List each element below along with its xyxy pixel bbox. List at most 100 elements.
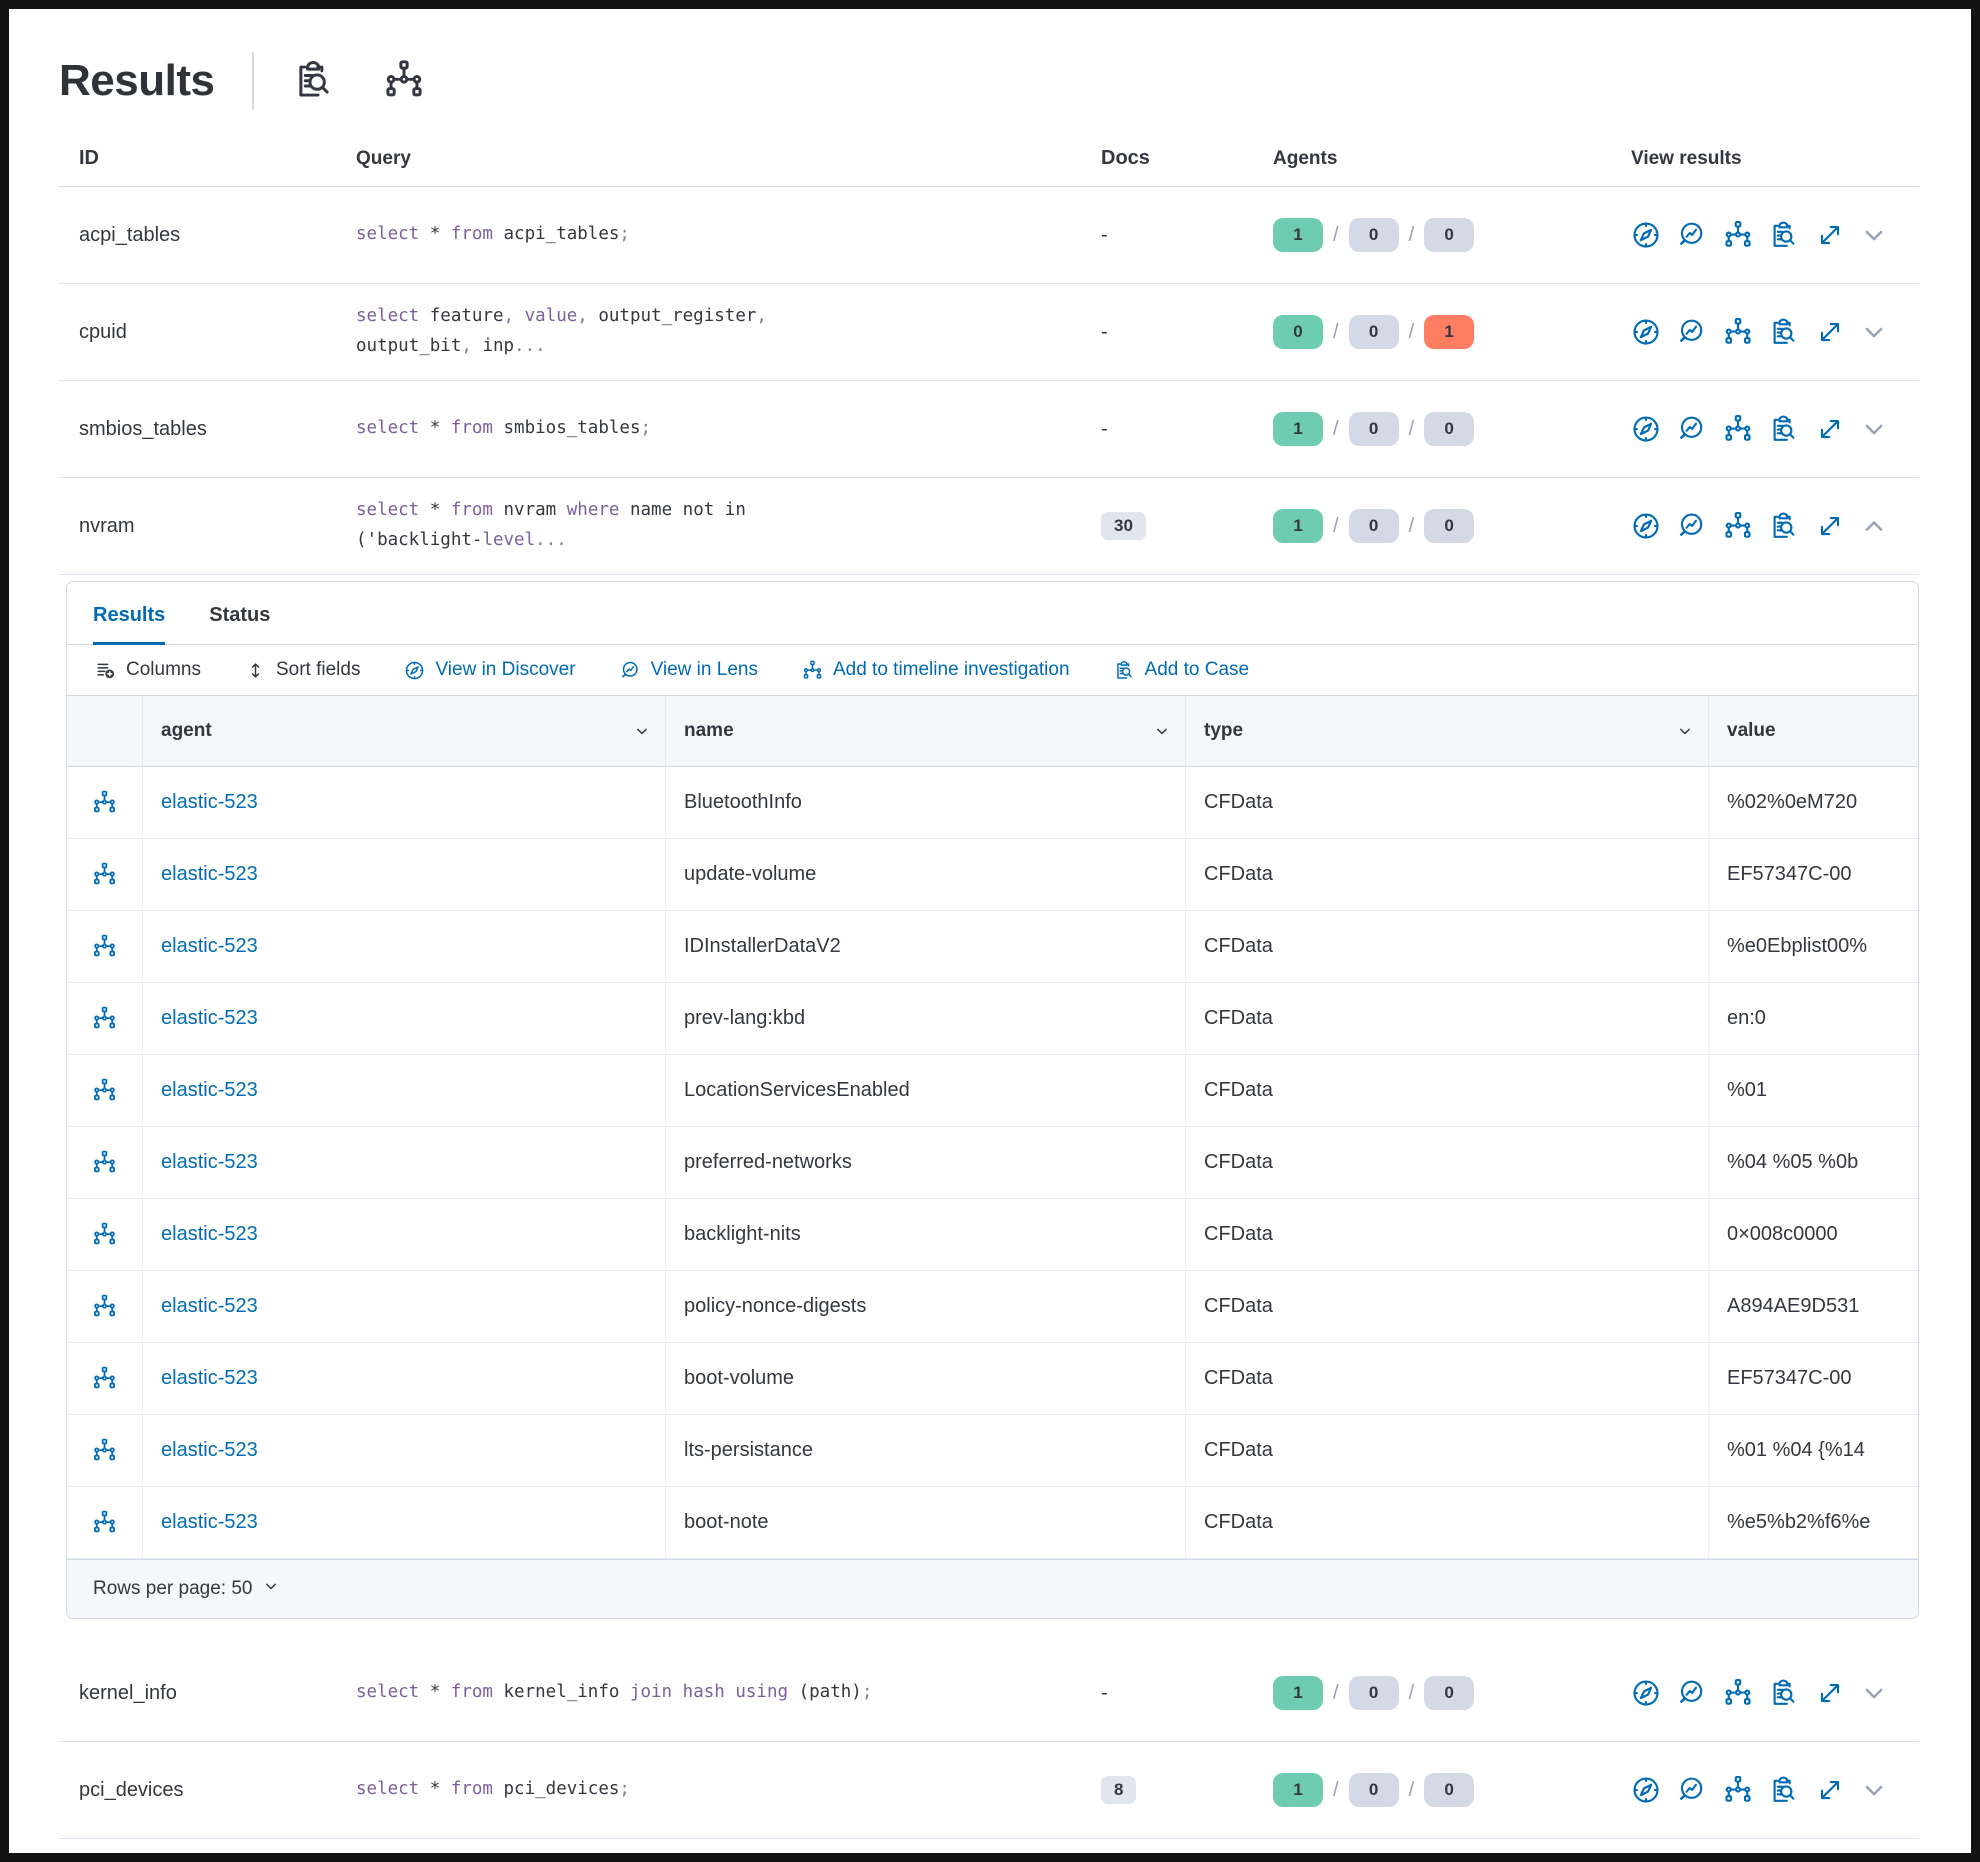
agent-link[interactable]: elastic-523 [161, 863, 258, 885]
add-to-case-icon[interactable] [1769, 511, 1799, 541]
agent-count-badge-success: 1 [1273, 412, 1323, 446]
row-timeline-icon[interactable] [67, 767, 143, 838]
agent-link[interactable]: elastic-523 [161, 935, 258, 957]
grid-column-type[interactable]: type [1186, 696, 1709, 766]
columns-button[interactable]: Columns [95, 659, 201, 681]
sql-query-text: select * from pci_devices; [356, 1779, 630, 1800]
add-to-timeline-icon[interactable] [1723, 220, 1753, 250]
agents-cell: 1 / 0 / 0 [1261, 509, 1561, 543]
toolbar-item-label: View in Lens [650, 659, 758, 680]
add-to-case-icon[interactable] [1769, 1775, 1799, 1805]
add-to-timeline-icon[interactable] [1723, 1678, 1753, 1708]
agent-link[interactable]: elastic-523 [161, 1511, 258, 1533]
expand-results-icon[interactable] [1815, 1678, 1845, 1708]
docs-cell: - [1101, 1681, 1108, 1704]
type-cell: CFData [1186, 983, 1709, 1054]
view-in-discover-icon[interactable] [1631, 1678, 1661, 1708]
toggle-expand-chevron-down-icon[interactable] [1859, 1678, 1889, 1708]
name-cell: BluetoothInfo [666, 767, 1186, 838]
agent-link[interactable]: elastic-523 [161, 1007, 258, 1029]
toggle-expand-chevron-down-icon[interactable] [1859, 1775, 1889, 1805]
view-in-lens-icon[interactable] [1677, 1678, 1707, 1708]
toolbar-item-label: Add to Case [1144, 659, 1250, 680]
view-in-discover-icon[interactable] [1631, 220, 1661, 250]
inspect-icon[interactable] [292, 59, 336, 103]
type-cell: CFData [1186, 1199, 1709, 1270]
timeline-icon[interactable] [382, 59, 426, 103]
toolbar-item-label: Sort fields [275, 659, 361, 680]
agents-separator: / [1333, 417, 1339, 440]
sort-fields-button[interactable]: Sort fields [245, 659, 360, 681]
view-in-lens-icon[interactable] [1677, 414, 1707, 444]
agent-count-badge-neutral: 0 [1348, 1676, 1399, 1710]
grid-column-control [67, 696, 143, 766]
agent-link[interactable]: elastic-523 [161, 1439, 258, 1461]
column-header-query: Query [356, 147, 411, 169]
expand-results-icon[interactable] [1815, 220, 1845, 250]
row-timeline-icon[interactable] [67, 983, 143, 1054]
toggle-expand-chevron-down-icon[interactable] [1859, 317, 1889, 347]
agent-link[interactable]: elastic-523 [161, 1223, 258, 1245]
agent-link[interactable]: elastic-523 [161, 1151, 258, 1173]
view-in-lens-icon[interactable] [1677, 317, 1707, 347]
agent-link[interactable]: elastic-523 [161, 791, 258, 813]
expand-results-icon[interactable] [1815, 1775, 1845, 1805]
agent-link[interactable]: elastic-523 [161, 1367, 258, 1389]
tab-status[interactable]: Status [209, 604, 271, 626]
expand-results-icon[interactable] [1815, 414, 1845, 444]
query-id: smbios_tables [79, 417, 207, 440]
add-to-timeline-icon[interactable] [1723, 317, 1753, 347]
row-timeline-icon[interactable] [67, 839, 143, 910]
agent-count-badge-neutral: 0 [1424, 1773, 1475, 1807]
view-in-lens-icon[interactable] [1677, 511, 1707, 541]
agent-cell: elastic-523 [143, 1055, 666, 1126]
agent-cell: elastic-523 [143, 911, 666, 982]
agents-separator: / [1408, 223, 1415, 246]
row-timeline-icon[interactable] [67, 1199, 143, 1270]
view-in-discover-icon[interactable] [1631, 511, 1661, 541]
add-to-timeline-icon[interactable] [1723, 1775, 1753, 1805]
agent-link[interactable]: elastic-523 [161, 1079, 258, 1101]
view-in-discover-icon[interactable] [1631, 317, 1661, 347]
expand-results-icon[interactable] [1815, 317, 1845, 347]
grid-column-name[interactable]: name [666, 696, 1186, 766]
row-timeline-icon[interactable] [67, 911, 143, 982]
chevron-down-icon [1153, 722, 1171, 740]
add-to-timeline-icon[interactable] [1723, 511, 1753, 541]
row-timeline-icon[interactable] [67, 1343, 143, 1414]
view-in-lens-icon[interactable] [1677, 220, 1707, 250]
row-timeline-icon[interactable] [67, 1415, 143, 1486]
docs-cell: - [1101, 320, 1108, 343]
row-timeline-icon[interactable] [67, 1055, 143, 1126]
expand-results-icon[interactable] [1815, 511, 1845, 541]
add-to-timeline-investigation-button[interactable]: Add to timeline investigation [802, 659, 1070, 681]
add-to-timeline-icon[interactable] [1723, 414, 1753, 444]
case-icon [1114, 660, 1135, 681]
row-timeline-icon[interactable] [67, 1271, 143, 1342]
view-in-discover-icon[interactable] [1631, 414, 1661, 444]
add-to-case-button[interactable]: Add to Case [1114, 659, 1250, 681]
add-to-case-icon[interactable] [1769, 1678, 1799, 1708]
grid-column-agent[interactable]: agent [143, 696, 666, 766]
toggle-expand-chevron-down-icon[interactable] [1859, 414, 1889, 444]
view-in-lens-button[interactable]: View in Lens [620, 659, 758, 681]
view-in-lens-icon[interactable] [1677, 1775, 1707, 1805]
add-to-case-icon[interactable] [1769, 317, 1799, 347]
toggle-expand-chevron-down-icon[interactable] [1859, 220, 1889, 250]
add-to-case-icon[interactable] [1769, 220, 1799, 250]
grid-column-value[interactable]: value [1727, 720, 1776, 741]
view-in-discover-button[interactable]: View in Discover [404, 659, 576, 681]
agent-count-badge-neutral: 0 [1424, 412, 1475, 446]
agent-link[interactable]: elastic-523 [161, 1295, 258, 1317]
agents-separator: / [1333, 1778, 1339, 1801]
row-timeline-icon[interactable] [67, 1127, 143, 1198]
rows-per-page-control[interactable]: Rows per page: 50 [67, 1559, 1918, 1618]
toggle-expand-chevron-up-icon[interactable] [1859, 511, 1889, 541]
column-header-docs: Docs [1101, 147, 1150, 169]
value-cell: %01 [1727, 1079, 1768, 1101]
type-cell: CFData [1186, 1055, 1709, 1126]
row-timeline-icon[interactable] [67, 1487, 143, 1558]
view-in-discover-icon[interactable] [1631, 1775, 1661, 1805]
tab-results[interactable]: Results [93, 604, 166, 645]
add-to-case-icon[interactable] [1769, 414, 1799, 444]
